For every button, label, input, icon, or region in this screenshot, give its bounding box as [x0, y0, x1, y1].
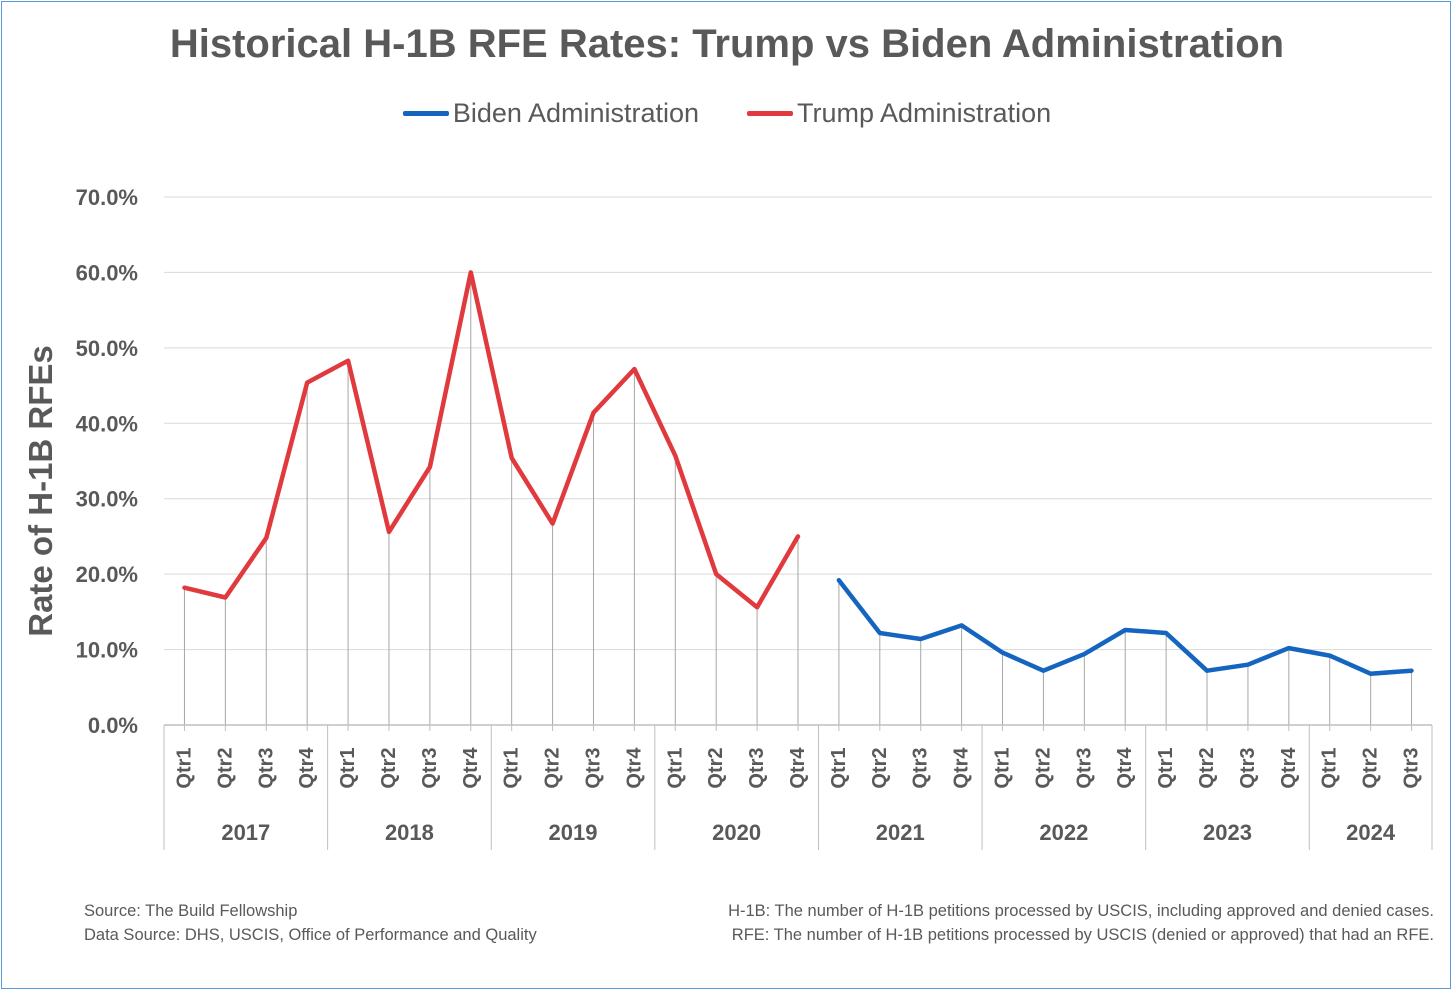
quarter-label: Qtr2 — [705, 747, 727, 788]
legend-item-biden: Biden Administration — [402, 98, 700, 129]
y-tick-label: 10.0% — [76, 638, 138, 663]
quarter-label: Qtr4 — [1278, 747, 1300, 789]
quarter-label: Qtr3 — [582, 747, 604, 788]
y-tick-label: 20.0% — [76, 562, 138, 587]
quarter-label: Qtr2 — [1032, 747, 1054, 788]
series-line-biden — [836, 577, 1414, 676]
year-label: 2020 — [712, 820, 761, 845]
y-tick-label: 60.0% — [76, 260, 138, 285]
year-label: 2022 — [1039, 820, 1088, 845]
y-tick-label: 40.0% — [76, 411, 138, 436]
quarter-label: Qtr2 — [378, 747, 400, 788]
quarter-label: Qtr4 — [951, 747, 973, 789]
quarter-label: Qtr1 — [828, 747, 850, 788]
quarter-label: Qtr2 — [542, 747, 564, 788]
quarter-label: Qtr1 — [992, 747, 1014, 788]
quarter-label: Qtr3 — [1073, 747, 1095, 788]
legend-item-trump: Trump Administration — [747, 98, 1051, 129]
quarter-label: Qtr2 — [1196, 747, 1218, 788]
quarter-label: Qtr3 — [910, 747, 932, 788]
quarter-label: Qtr1 — [501, 747, 523, 788]
year-label: 2017 — [221, 820, 270, 845]
quarter-label: Qtr4 — [460, 747, 482, 789]
quarter-label: Qtr3 — [1237, 747, 1259, 788]
legend-swatch-trump — [747, 111, 794, 116]
y-tick-label: 30.0% — [76, 487, 138, 512]
legend-swatch-biden — [402, 111, 449, 116]
quarter-label: Qtr2 — [869, 747, 891, 788]
quarter-label: Qtr2 — [214, 747, 236, 788]
footer-source: Source: The Build Fellowship — [84, 902, 298, 920]
year-label: 2018 — [385, 820, 434, 845]
line-chart: 0.0% 10.0% 20.0% 30.0% 40.0% 50.0% 60.0% 70.0% R… — [22, 185, 1433, 850]
quarter-label: Qtr1 — [1155, 747, 1177, 788]
quarter-label: Qtr3 — [1401, 747, 1423, 788]
footer-sources: Source: The Build Fellowship Data Source… — [84, 899, 537, 947]
chart-title: Historical H-1B RFE Rates: Trump vs Bide… — [169, 22, 1285, 66]
quarter-label: Qtr4 — [787, 747, 809, 789]
quarter-label: Qtr3 — [255, 747, 277, 788]
quarter-label: Qtr1 — [337, 747, 359, 788]
year-label: 2019 — [549, 820, 598, 845]
footer-note-rfe: RFE: The number of H-1B petitions proces… — [731, 926, 1434, 944]
quarter-label: Qtr4 — [296, 747, 318, 789]
series-line-trump — [182, 270, 801, 610]
quarter-label: Qtr1 — [1319, 747, 1341, 788]
year-label: 2021 — [876, 820, 925, 845]
quarter-label: Qtr3 — [419, 747, 441, 788]
footer-note-h1b: H-1B: The number of H-1B petitions proce… — [728, 902, 1434, 920]
legend: Biden Administration Trump Administratio… — [0, 98, 1454, 129]
year-label: 2024 — [1346, 820, 1396, 845]
quarter-label: Qtr2 — [1360, 747, 1382, 788]
quarter-label: Qtr1 — [173, 747, 195, 788]
footer-data-source: Data Source: DHS, USCIS, Office of Perfo… — [84, 926, 537, 944]
quarter-label: Qtr1 — [664, 747, 686, 788]
footer-notes: H-1B: The number of H-1B petitions proce… — [728, 899, 1434, 947]
year-label: 2023 — [1203, 820, 1252, 845]
y-tick-label: 50.0% — [76, 336, 138, 361]
quarter-label: Qtr4 — [1114, 747, 1136, 789]
quarter-label: Qtr4 — [623, 747, 645, 789]
y-tick-label: 0.0% — [88, 713, 138, 738]
y-axis-title: Rate of H-1B RFEs — [22, 345, 59, 637]
legend-label-biden: Biden Administration — [452, 98, 700, 128]
y-tick-label: 70.0% — [76, 185, 138, 210]
legend-label-trump: Trump Administration — [797, 98, 1052, 128]
quarter-label: Qtr3 — [746, 747, 768, 788]
